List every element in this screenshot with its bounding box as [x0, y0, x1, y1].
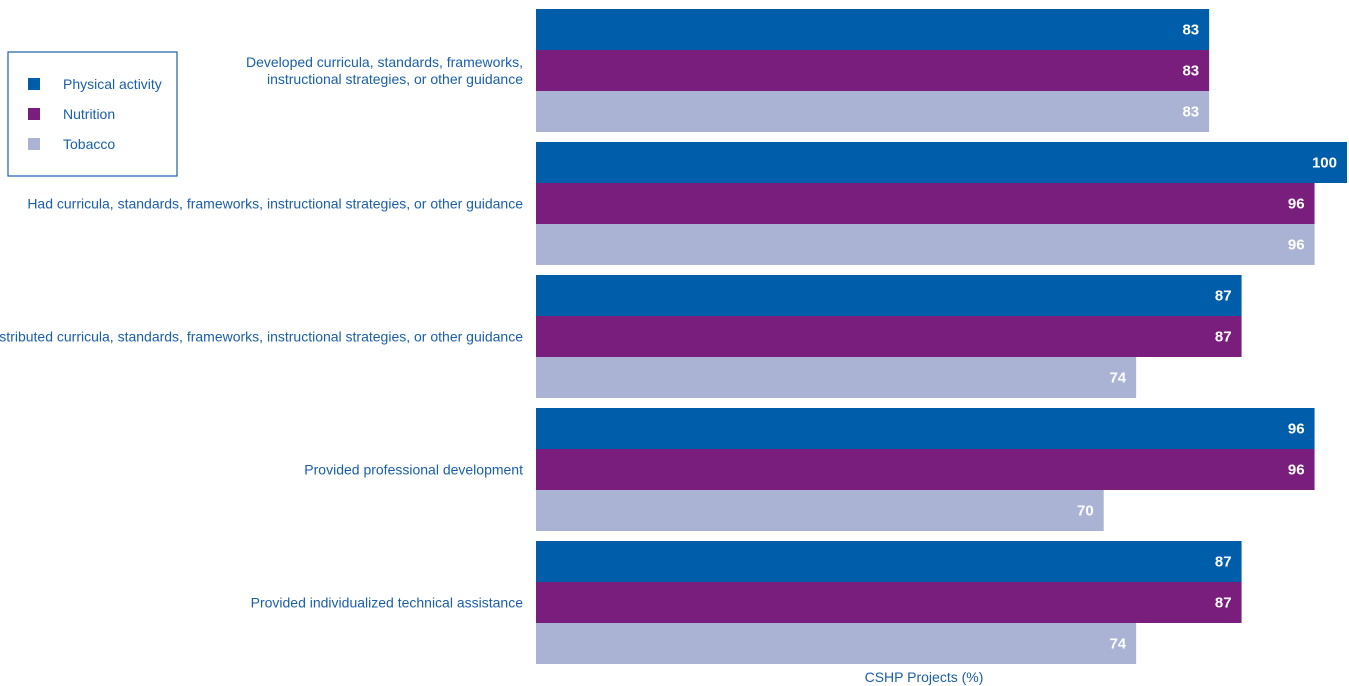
bar-value-label: 87	[1215, 288, 1232, 305]
legend-swatch	[28, 78, 40, 90]
bar-physical-activity-3	[536, 408, 1315, 449]
bar-nutrition-2	[536, 316, 1242, 357]
legend-swatch	[28, 108, 40, 120]
bar-tobacco-4	[536, 623, 1137, 664]
category-labels: Developed curricula, standards, framewor…	[0, 54, 523, 611]
category-label: Provided individualized technical assist…	[251, 595, 524, 611]
category-label: Provided professional development	[304, 462, 523, 478]
bar-value-label: 83	[1182, 22, 1199, 39]
bar-value-label: 70	[1077, 503, 1094, 520]
bar-value-label: 74	[1109, 370, 1126, 387]
bar-value-label: 96	[1288, 462, 1305, 479]
bar-value-label: 87	[1215, 329, 1232, 346]
bar-value-label: 87	[1215, 595, 1232, 612]
bar-value-label: 87	[1215, 554, 1232, 571]
bar-physical-activity-1	[536, 142, 1347, 183]
bar-tobacco-0	[536, 91, 1210, 132]
bar-physical-activity-0	[536, 9, 1210, 50]
bars-group: 83 83 83 100 96 96 87 87 74 96 96 70 87 87 74	[536, 9, 1347, 664]
bar-value-label: 100	[1312, 155, 1337, 172]
bar-tobacco-3	[536, 490, 1104, 531]
legend-box	[7, 51, 178, 177]
bar-value-label: 96	[1288, 237, 1305, 254]
bar-physical-activity-4	[536, 541, 1242, 582]
bar-nutrition-1	[536, 183, 1315, 224]
bar-value-label: 96	[1288, 421, 1305, 438]
legend-label: Physical activity	[63, 76, 162, 92]
bar-physical-activity-2	[536, 275, 1242, 316]
legend: Physical activity Nutrition Tobacco	[7, 51, 178, 177]
bar-nutrition-4	[536, 582, 1242, 623]
category-label: Had curricula, standards, frameworks, in…	[27, 196, 523, 212]
legend-swatch	[28, 138, 40, 150]
bar-tobacco-2	[536, 357, 1137, 398]
bar-nutrition-3	[536, 449, 1315, 490]
legend-label: Nutrition	[63, 106, 115, 122]
bar-value-label: 96	[1288, 196, 1305, 213]
bar-value-label: 83	[1182, 104, 1199, 121]
bar-value-label: 74	[1109, 636, 1126, 653]
x-axis-title: CSHP Projects (%)	[865, 669, 984, 685]
bar-value-label: 83	[1182, 63, 1199, 80]
legend-label: Tobacco	[63, 136, 115, 152]
category-label: instructional strategies, or other guida…	[267, 71, 523, 87]
category-label: Developed curricula, standards, framewor…	[246, 54, 523, 70]
category-label: Distributed curricula, standards, framew…	[0, 329, 523, 345]
bar-tobacco-1	[536, 224, 1315, 265]
bar-nutrition-0	[536, 50, 1210, 91]
